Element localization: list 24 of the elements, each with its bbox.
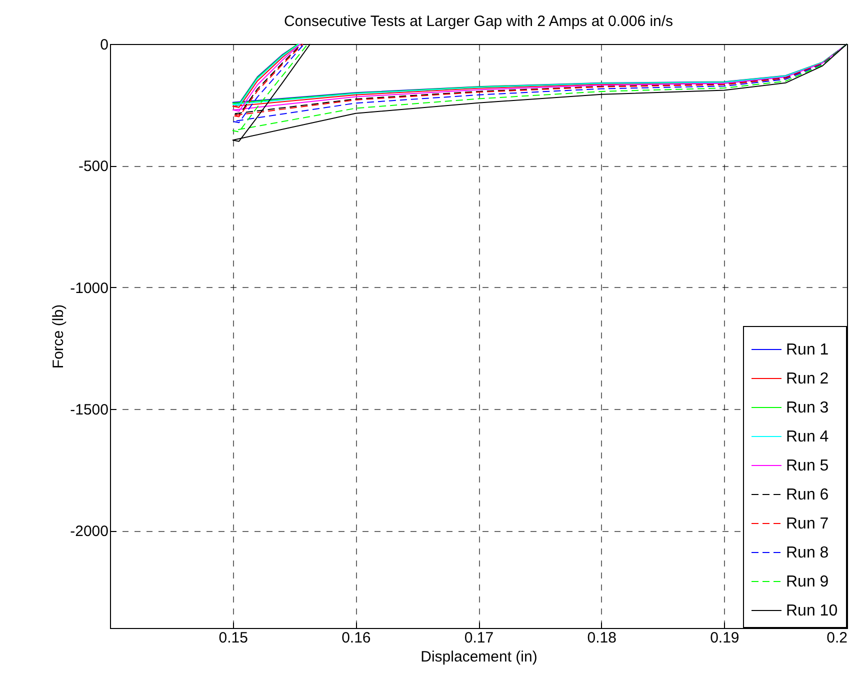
x-axis-title: Displacement (in)	[420, 648, 538, 666]
chart-title: Consecutive Tests at Larger Gap with 2 Amps at 0.006 in/s	[284, 13, 674, 30]
legend-label: Run 6	[786, 486, 829, 504]
legend-label: Run 2	[786, 370, 829, 388]
y-tick-label: 0	[100, 36, 108, 54]
y-tick-label: -1500	[70, 402, 108, 418]
legend-label: Run 9	[786, 574, 829, 590]
x-tick-label: 0.19	[710, 630, 740, 646]
legend-label: Run 8	[786, 544, 829, 562]
x-tick-label: 0.2	[826, 630, 848, 646]
legend-label: Run 7	[786, 516, 829, 532]
y-axis-title: Force (lb)	[50, 304, 68, 369]
y-tick-label: -500	[78, 158, 108, 176]
x-tick-label: 0.16	[342, 630, 371, 646]
y-tick-label: -1000	[70, 280, 108, 297]
x-tick-label: 0.18	[587, 630, 616, 646]
legend-label: Run 5	[786, 458, 829, 474]
y-tick-label: -2000	[70, 523, 108, 540]
x-tick-label: 0.17	[464, 630, 494, 646]
x-tick-label: 0.15	[218, 630, 248, 646]
legend-label: Run 10	[786, 602, 838, 620]
legend-label: Run 4	[786, 428, 829, 446]
legend-label: Run 1	[786, 342, 829, 358]
legend-label: Run 3	[786, 400, 829, 416]
